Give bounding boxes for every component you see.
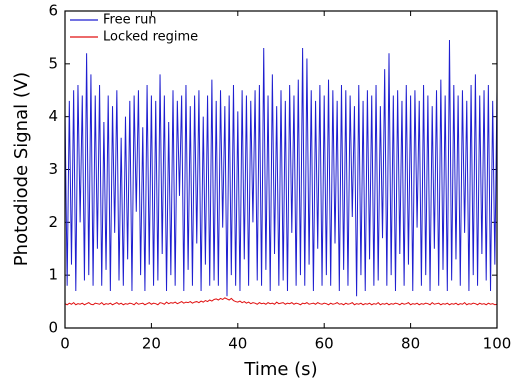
x-tick-label: 100: [483, 335, 512, 353]
y-tick-label: 6: [48, 2, 58, 20]
y-tick-label: 3: [48, 160, 58, 178]
x-tick-label: 60: [315, 335, 334, 353]
legend-label: Free run: [103, 13, 157, 28]
y-tick-label: 4: [48, 107, 58, 125]
x-axis-label: Time (s): [243, 359, 317, 380]
legend-label: Locked regime: [103, 30, 198, 45]
y-axis-label: Photodiode Signal (V): [11, 72, 32, 266]
y-tick-label: 2: [48, 213, 58, 231]
y-tick-label: 1: [48, 266, 58, 284]
plot-frame: [64, 10, 498, 329]
x-tick-label: 80: [401, 335, 420, 353]
series-line: [64, 297, 498, 306]
x-tick-label: 0: [60, 335, 70, 353]
series-line: [64, 40, 498, 297]
x-tick-label: 20: [142, 335, 161, 353]
y-tick-label: 0: [48, 319, 58, 337]
y-tick-label: 5: [48, 54, 58, 72]
x-tick-label: 40: [228, 335, 247, 353]
